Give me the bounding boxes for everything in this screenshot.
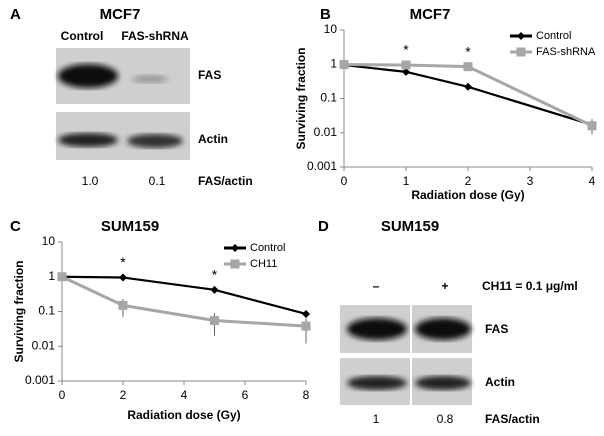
panel-letter: D xyxy=(318,218,329,235)
series-line xyxy=(61,275,307,316)
ratio-value: 0.1 xyxy=(149,174,166,188)
ratio-label: FAS/actin xyxy=(198,174,253,188)
blot-actin xyxy=(340,358,472,405)
y-axis-label: Surviving fraction xyxy=(294,47,308,149)
ratio-label: FAS/actin xyxy=(485,412,540,426)
y-tick-label: 1 xyxy=(48,269,55,283)
ratio-value: 1 xyxy=(373,412,380,426)
x-tick-label: 4 xyxy=(589,174,596,188)
x-tick-label: 1 xyxy=(403,174,410,188)
x-tick-label: 4 xyxy=(181,388,188,402)
marker xyxy=(230,259,240,269)
marker xyxy=(587,121,597,131)
y-tick-label: 0.001 xyxy=(307,159,337,173)
marker xyxy=(231,244,239,252)
y-tick-label: 0.1 xyxy=(38,304,55,318)
lane-label: + xyxy=(441,279,448,293)
panel-letter: C xyxy=(10,218,21,235)
marker xyxy=(339,60,349,70)
legend-label: FAS-shRNA xyxy=(536,46,596,58)
lane-label: – xyxy=(373,279,380,293)
marker xyxy=(401,60,411,70)
marker xyxy=(118,300,128,310)
y-tick-label: 10 xyxy=(324,22,338,36)
y-tick-label: 10 xyxy=(42,234,56,248)
x-tick-label: 3 xyxy=(527,174,534,188)
chart-title: SUM159 xyxy=(101,218,159,235)
band-label: Actin xyxy=(485,375,515,389)
marker xyxy=(516,47,526,57)
x-tick-label: 2 xyxy=(120,388,127,402)
panel-title: MCF7 xyxy=(100,6,141,23)
annotation: * xyxy=(120,254,126,270)
marker xyxy=(402,67,410,76)
band-label: Actin xyxy=(198,132,228,146)
panel-letter: A xyxy=(10,6,21,23)
lane-label: FAS-shRNA xyxy=(121,29,189,43)
y-tick-label: 0.01 xyxy=(32,338,56,352)
blot-fas xyxy=(56,48,190,104)
x-tick-label: 0 xyxy=(59,388,66,402)
x-tick-label: 6 xyxy=(242,388,249,402)
series-line xyxy=(343,63,593,126)
ratio-value: 0.8 xyxy=(437,412,454,426)
series-line xyxy=(61,275,307,328)
lane-label: Control xyxy=(61,29,104,43)
chart-title: MCF7 xyxy=(410,6,451,23)
marker xyxy=(517,32,525,40)
band-label: FAS xyxy=(485,322,508,336)
marker xyxy=(57,272,67,282)
legend-label: CH11 xyxy=(250,258,277,270)
marker xyxy=(301,321,311,331)
marker xyxy=(464,82,472,91)
x-tick-label: 2 xyxy=(465,174,472,188)
blot-actin xyxy=(56,112,190,160)
panel-letter: B xyxy=(320,6,331,23)
marker xyxy=(302,309,310,318)
ratio-value: 1.0 xyxy=(82,174,99,188)
y-tick-label: 0.01 xyxy=(314,125,338,139)
band-label: FAS xyxy=(198,68,221,82)
legend-label: Control xyxy=(536,30,571,42)
treatment-label: CH11 = 0.1 μg/ml xyxy=(482,279,578,293)
y-axis-label: Surviving fraction xyxy=(12,260,26,362)
blot-fas xyxy=(340,305,472,353)
x-tick-label: 8 xyxy=(303,388,310,402)
marker xyxy=(210,316,219,326)
x-axis-label: Radiation dose (Gy) xyxy=(411,188,524,202)
marker xyxy=(463,62,473,72)
y-tick-label: 0.1 xyxy=(320,91,337,105)
y-tick-label: 0.001 xyxy=(25,373,55,387)
x-axis-label: Radiation dose (Gy) xyxy=(127,408,240,422)
annotation: * xyxy=(212,267,218,283)
y-tick-label: 1 xyxy=(330,56,337,70)
legend-label: Control xyxy=(250,242,285,254)
panel-title: SUM159 xyxy=(381,218,439,235)
annotation: * xyxy=(465,43,471,59)
annotation: * xyxy=(403,42,409,58)
marker xyxy=(119,273,127,282)
x-tick-label: 0 xyxy=(341,174,348,188)
series-line xyxy=(343,63,593,128)
marker xyxy=(210,285,219,294)
